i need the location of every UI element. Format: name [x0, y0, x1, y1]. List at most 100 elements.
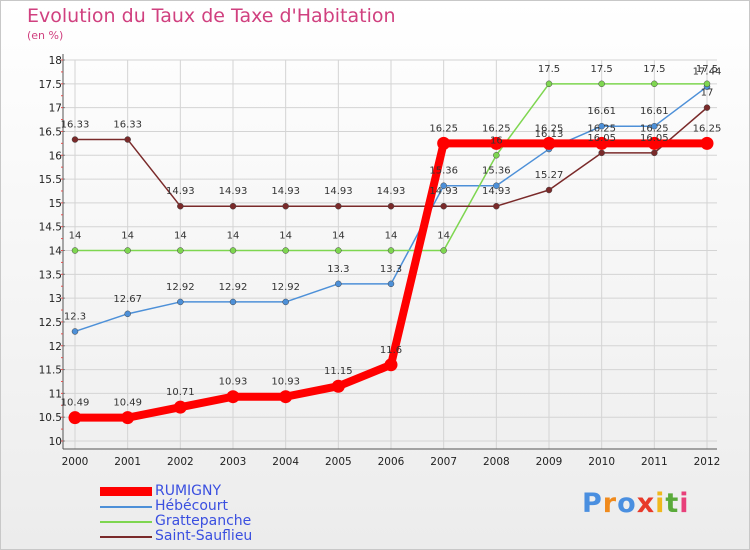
- x-tick-label: 2008: [483, 456, 510, 468]
- y-tick-label: 12: [49, 341, 62, 353]
- data-label-2: 17.5: [643, 64, 665, 75]
- data-label-1: 16.61: [587, 106, 616, 117]
- y-tick-label: 17: [49, 103, 62, 115]
- data-label-1: 13.3: [380, 264, 402, 275]
- data-label-3: 14.93: [324, 186, 353, 197]
- data-label-1: 13.3: [327, 264, 349, 275]
- data-label-1: 12.3: [64, 311, 86, 322]
- series-point-3: [651, 149, 658, 157]
- y-tick-label: 10: [49, 436, 62, 448]
- series-point-0: [279, 390, 293, 404]
- series-point-2: [651, 80, 658, 88]
- data-label-1: 15.36: [482, 166, 511, 177]
- data-label-3: 15.27: [535, 170, 564, 181]
- x-tick-label: 2009: [536, 456, 563, 468]
- series-point-3: [177, 202, 184, 210]
- x-tick-label: 2005: [325, 456, 352, 468]
- series-point-3: [545, 186, 553, 194]
- data-label-0: 16.25: [693, 123, 722, 134]
- series-point-2: [335, 247, 342, 254]
- data-label-3: 16.05: [587, 133, 616, 144]
- data-label-0: 16.25: [640, 123, 669, 134]
- x-tick-label: 2007: [430, 456, 457, 468]
- series-point-0: [542, 136, 556, 150]
- series-point-0: [331, 379, 345, 393]
- y-tick-label: 12.5: [39, 317, 62, 329]
- data-label-3: 14.93: [482, 186, 511, 197]
- data-label-1: 15.36: [429, 166, 458, 177]
- series-point-1: [229, 298, 237, 306]
- data-label-1: 16.61: [640, 106, 669, 117]
- legend-label: RUMIGNY: [155, 483, 222, 499]
- series-point-1: [440, 182, 447, 189]
- series-point-2: [598, 80, 605, 88]
- y-tick-label: 13.5: [39, 269, 62, 281]
- series-point-3: [229, 202, 237, 210]
- series-point-0: [226, 390, 240, 404]
- series-point-3: [598, 149, 605, 157]
- data-label-2: 17.5: [538, 64, 560, 75]
- y-tick-label: 14.5: [39, 222, 62, 234]
- series-point-2: [229, 247, 237, 254]
- chart-unit: (en %): [27, 29, 64, 42]
- data-label-3: 14.93: [429, 186, 458, 197]
- data-label-0: 16.25: [429, 123, 458, 134]
- data-label-0: 10.71: [166, 387, 195, 398]
- series-point-1: [124, 310, 131, 318]
- y-tick-label: 15.5: [39, 174, 62, 186]
- series-point-1: [335, 280, 342, 288]
- x-tick-label: 2012: [694, 456, 721, 468]
- y-tick-label: 16: [49, 150, 63, 162]
- data-label-0: 16.25: [587, 123, 616, 134]
- series-point-2: [440, 247, 447, 254]
- series-point-2: [703, 80, 711, 88]
- data-label-0: 16.25: [535, 123, 564, 134]
- series-point-3: [440, 202, 447, 210]
- series-point-2: [387, 247, 395, 254]
- data-label-1: 16.13: [535, 129, 564, 140]
- y-tick-label: 11: [49, 388, 62, 400]
- data-label-2: 17.5: [591, 64, 613, 75]
- data-label-1: 12.92: [166, 282, 195, 293]
- series-point-1: [651, 122, 658, 130]
- data-label-3: 16.33: [113, 120, 142, 131]
- series-point-2: [124, 247, 131, 254]
- data-label-0: 11.6: [380, 345, 402, 356]
- data-label-0: 11.15: [324, 366, 353, 377]
- data-label-1: 17.44: [693, 67, 722, 78]
- legend-item: Grattepanche: [100, 514, 300, 529]
- series-point-1: [493, 182, 500, 189]
- series-point-3: [282, 202, 289, 210]
- legend-label: Grattepanche: [155, 513, 252, 529]
- legend-swatch: [100, 487, 152, 496]
- data-label-0: 10.49: [61, 398, 90, 409]
- data-label-2: 14: [69, 231, 82, 242]
- data-label-2: 14: [332, 231, 345, 242]
- y-tick-label: 10.5: [39, 412, 62, 424]
- series-point-0: [595, 136, 609, 150]
- data-label-2: 14: [279, 231, 292, 242]
- legend-item: Hébécourt: [100, 499, 300, 514]
- series-point-2: [177, 247, 184, 254]
- data-label-3: 14.93: [219, 186, 248, 197]
- series-point-1: [598, 122, 605, 130]
- data-label-3: 14.93: [377, 186, 406, 197]
- data-label-0: 16.25: [482, 123, 511, 134]
- legend-item: RUMIGNY: [100, 484, 300, 499]
- series-point-3: [493, 202, 500, 210]
- series-point-0: [700, 136, 714, 150]
- y-tick-label: 15: [49, 198, 62, 210]
- y-tick-label: 11.5: [39, 365, 62, 377]
- x-tick-label: 2006: [378, 456, 405, 468]
- y-tick-label: 17.5: [39, 79, 62, 91]
- data-label-2: 14: [437, 231, 450, 242]
- series-point-0: [173, 400, 187, 414]
- x-tick-label: 2003: [220, 456, 247, 468]
- data-label-3: 16.33: [61, 120, 90, 131]
- data-label-3: 16.05: [640, 133, 669, 144]
- legend-label: Hébécourt: [155, 498, 229, 514]
- series-point-3: [124, 136, 131, 143]
- series-point-1: [282, 298, 289, 306]
- series-point-0: [384, 358, 398, 372]
- series-point-1: [387, 280, 395, 288]
